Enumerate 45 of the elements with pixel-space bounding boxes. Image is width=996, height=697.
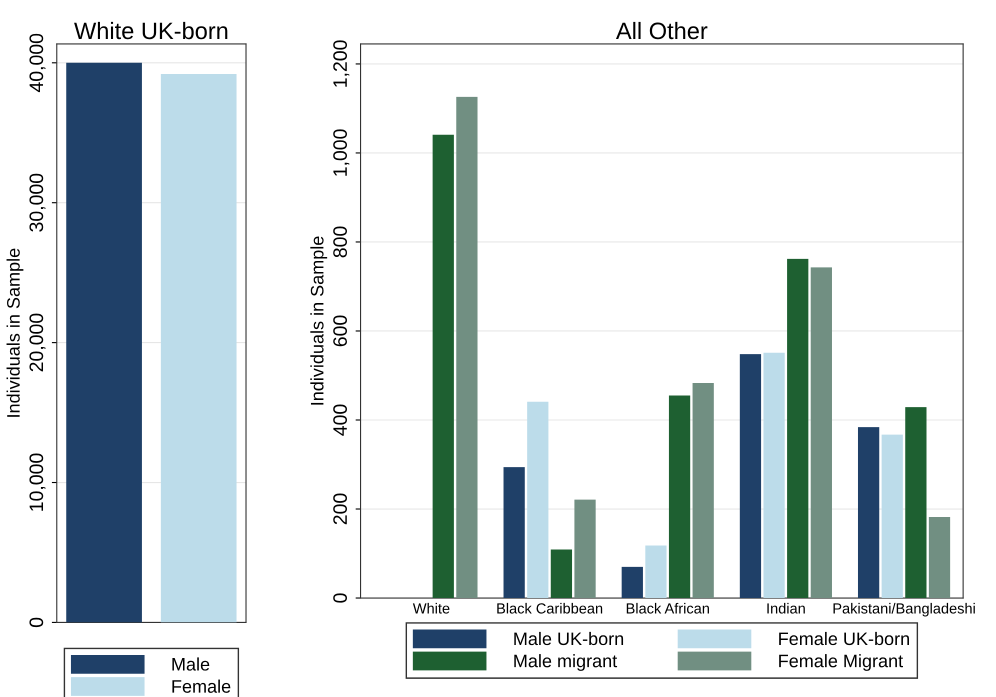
chart-title: All Other bbox=[616, 22, 708, 40]
x-tick-label: White bbox=[412, 602, 450, 614]
bar bbox=[527, 402, 548, 598]
legend-label: Female bbox=[172, 680, 230, 693]
x-tick-label: Black African bbox=[626, 602, 709, 614]
bar bbox=[574, 500, 596, 598]
bar bbox=[810, 267, 832, 598]
y-axis-title: Individuals in Sample bbox=[6, 248, 24, 417]
y-tick-label: 1,000 bbox=[333, 129, 350, 176]
bar bbox=[456, 96, 478, 598]
legend-label: Male migrant bbox=[514, 654, 618, 671]
bar bbox=[622, 566, 643, 598]
y-tick-label: 10,000 bbox=[29, 454, 46, 511]
bar bbox=[645, 546, 667, 598]
legend-label: Male bbox=[172, 657, 210, 671]
chart-title: White UK-born bbox=[74, 22, 228, 40]
x-tick-label: Black Caribbean bbox=[497, 602, 602, 614]
bar bbox=[763, 352, 785, 598]
x-tick-label: Indian bbox=[767, 602, 805, 614]
bar bbox=[858, 427, 880, 598]
bar bbox=[740, 354, 762, 598]
legend-label: Female UK-born bbox=[779, 632, 909, 646]
y-tick-label: 200 bbox=[333, 494, 347, 524]
bar bbox=[882, 434, 903, 598]
bar bbox=[668, 396, 690, 598]
bar bbox=[550, 550, 572, 598]
bar bbox=[905, 407, 927, 598]
legend-label: Male UK-born bbox=[514, 632, 624, 646]
y-tick-label: 0 bbox=[333, 593, 347, 603]
y-tick-label: 400 bbox=[333, 404, 347, 436]
y-tick-label: 600 bbox=[333, 316, 347, 346]
bar bbox=[787, 258, 808, 598]
y-tick-label: 40,000 bbox=[29, 34, 46, 92]
legend-label: Female Migrant bbox=[779, 654, 903, 671]
y-axis-title: Individuals in Sample bbox=[310, 236, 328, 405]
y-tick-label: 1,200 bbox=[333, 40, 350, 87]
y-tick-label: 30,000 bbox=[29, 174, 46, 232]
x-tick-label: Pakistani/Bangladeshi bbox=[834, 602, 975, 616]
bar bbox=[432, 134, 454, 598]
y-tick-label: 0 bbox=[29, 618, 44, 628]
y-tick-label: 20,000 bbox=[29, 314, 46, 372]
y-tick-label: 800 bbox=[333, 226, 347, 258]
bar bbox=[692, 383, 714, 598]
bar bbox=[504, 467, 525, 598]
bar bbox=[928, 517, 950, 598]
